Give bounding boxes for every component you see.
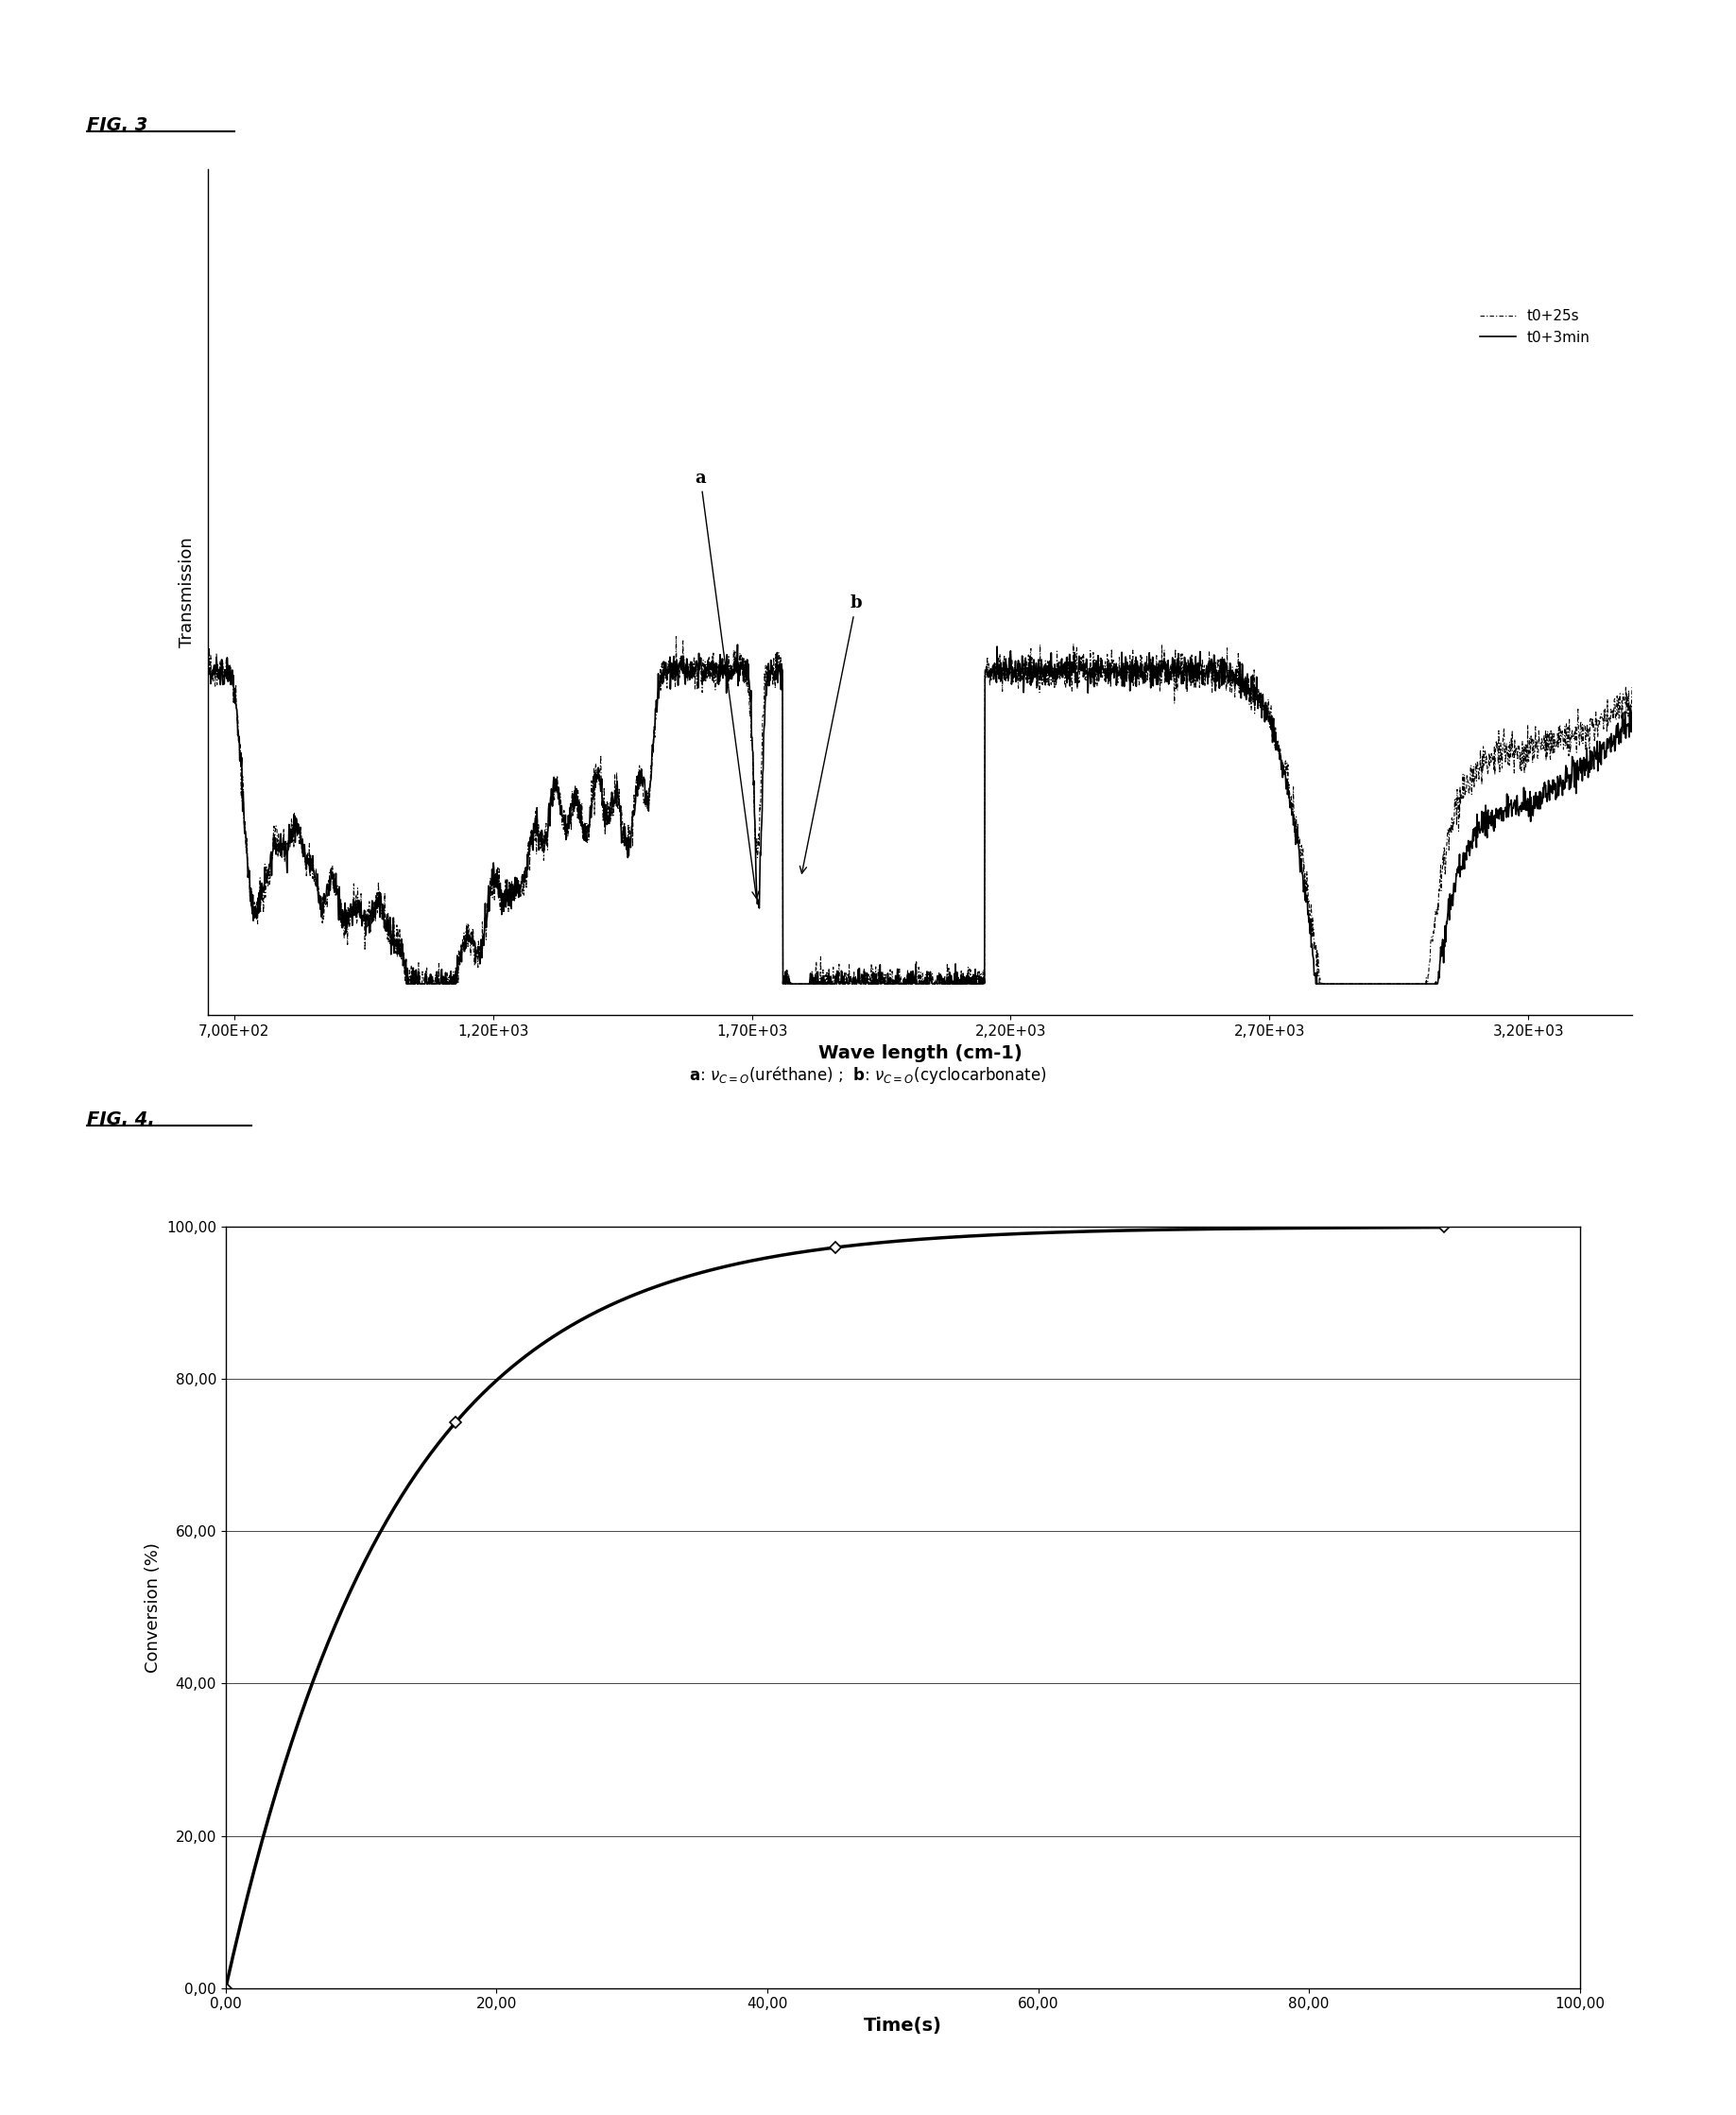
t0+3min	[450, 939, 470, 964]
Y-axis label: Conversion (%): Conversion (%)	[144, 1542, 161, 1673]
t0+3min	[198, 660, 219, 685]
t0+25s	[1647, 673, 1668, 698]
Text: $\bf{a}$: $\nu_{C=O}$(uréthane) ;  $\bf{b}$: $\nu_{C=O}$(cyclocarbonate): $\bf{a}$: $\nu_{C=O}$(uréthane) ; $\bf{b…	[689, 1064, 1047, 1085]
t0+25s	[198, 654, 219, 679]
t0+25s	[1620, 702, 1641, 728]
Text: a: a	[694, 470, 759, 899]
t0+25s	[1463, 776, 1484, 802]
t0+3min	[1620, 715, 1641, 740]
t0+3min	[755, 692, 776, 717]
t0+3min	[727, 632, 748, 658]
X-axis label: Wave length (cm-1): Wave length (cm-1)	[818, 1045, 1023, 1062]
Line: t0+25s: t0+25s	[208, 637, 1658, 983]
t0+25s	[396, 971, 417, 996]
t0+25s	[665, 624, 686, 649]
Legend: t0+25s, t0+3min: t0+25s, t0+3min	[1474, 302, 1595, 351]
t0+25s	[818, 969, 838, 994]
Text: b: b	[800, 594, 863, 873]
t0+3min	[818, 971, 838, 996]
t0+3min	[1647, 687, 1668, 713]
t0+25s	[755, 673, 776, 698]
Text: FIG. 3: FIG. 3	[87, 116, 148, 133]
t0+25s	[450, 941, 470, 967]
X-axis label: Time(s): Time(s)	[863, 2018, 943, 2035]
Y-axis label: Transmission: Transmission	[179, 537, 194, 647]
Line: t0+3min: t0+3min	[208, 645, 1658, 983]
t0+3min	[1463, 816, 1484, 842]
t0+3min	[363, 901, 384, 926]
t0+25s	[363, 895, 384, 920]
t0+3min	[396, 971, 417, 996]
Text: FIG. 4.: FIG. 4.	[87, 1110, 155, 1127]
